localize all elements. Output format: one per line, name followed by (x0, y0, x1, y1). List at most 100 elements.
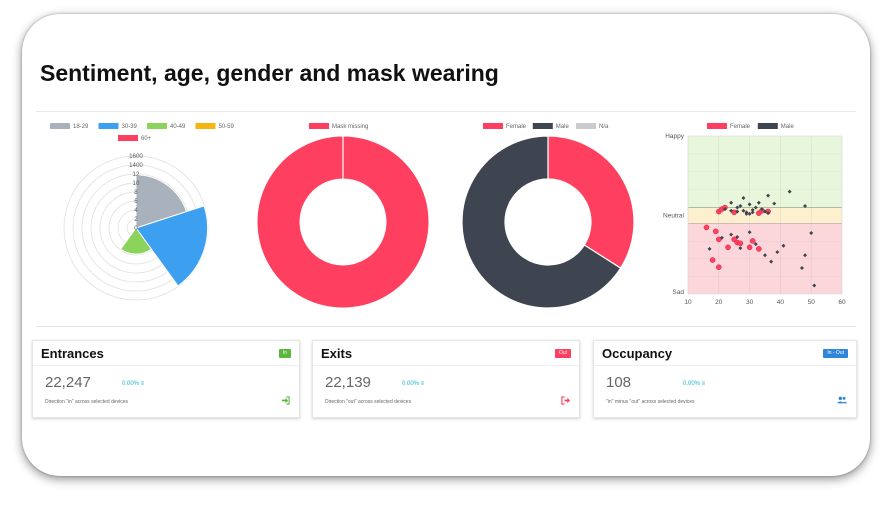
mask-doughnut-chart: Mask missing (256, 123, 430, 309)
tick-label: 0 (134, 225, 138, 232)
scatter-point-male (753, 242, 758, 247)
users-icon (837, 396, 847, 406)
scatter-point-male (750, 210, 755, 215)
scatter-point-female (712, 228, 719, 235)
tick-label: 1600 (129, 153, 143, 160)
legend-label: 60+ (141, 136, 152, 142)
scatter-point-female (737, 240, 744, 247)
legend-swatch-mask-missing (309, 123, 329, 129)
page-title: Sentiment, age, gender and mask wearing (40, 60, 499, 86)
x-tick-label: 20 (715, 299, 723, 306)
scatter-point-female (716, 264, 722, 270)
scatter-point-male (809, 231, 814, 235)
legend-swatch-60- (118, 135, 138, 141)
scatter-point-male (729, 200, 734, 205)
legend-swatch-male (757, 123, 778, 129)
scatter-point-male (787, 189, 792, 194)
scatter-point-female (716, 236, 722, 243)
divider (36, 111, 856, 112)
exits-value: 22,139 (325, 374, 371, 391)
occupancy-value: 108 (606, 374, 632, 391)
scatter-point-female (746, 244, 753, 251)
entrances-value: 22,247 (45, 374, 91, 391)
scatter-point-female (709, 257, 716, 263)
legend-label: Female (506, 124, 527, 130)
tick-label: 6 (134, 198, 138, 205)
scatter-point-male (741, 208, 746, 213)
occupancy-card: Occupancy In - Out 108 0.00% ≡ "in" minu… (593, 340, 857, 418)
doughnut-slice-female (547, 135, 635, 269)
x-tick-label: 40 (777, 299, 785, 306)
tick-label: 2 (134, 216, 138, 223)
legend-label: 30-39 (122, 124, 138, 130)
exits-card: Exits Out 22,139 0.00% ≡ Direction "out"… (312, 340, 580, 418)
scatter-point-male (719, 235, 724, 240)
legend-label: Male (556, 124, 570, 130)
card-divider (594, 365, 856, 366)
polar-slice-40-49 (119, 227, 153, 255)
exits-percent: 0.00% ≡ (402, 381, 425, 387)
scatter-point-male (763, 253, 767, 258)
out-badge: Out (554, 349, 571, 358)
polar-slice-18-29 (135, 174, 188, 229)
occupancy-percent: 0.00% ≡ (683, 381, 706, 387)
scatter-point-male (707, 246, 712, 251)
age-polar-chart: 18-29 30-39 40-49 50-59 60+ 1600 1400 12 10 8 6 4 2 0 (50, 123, 235, 301)
legend-label: 50-59 (219, 124, 235, 130)
neutral-band (688, 207, 842, 224)
y-label-sad: Sad (672, 289, 684, 296)
sign-out-icon (561, 396, 570, 407)
divider (36, 326, 856, 327)
legend-label: 18-29 (73, 124, 89, 130)
legend-swatch-50-59 (195, 123, 216, 129)
legend-label: Male (781, 124, 795, 130)
scatter-point-female (703, 224, 710, 231)
legend-label: 40-49 (170, 124, 186, 130)
scatter-point-male (775, 250, 780, 255)
card-title: Occupancy (602, 346, 673, 361)
scatter-point-female (756, 246, 762, 252)
scatter-point-male (729, 208, 734, 213)
legend-swatch-female (707, 123, 727, 129)
scatter-point-male (763, 209, 767, 214)
polar-slice-30-39 (135, 205, 209, 287)
x-tick-label: 10 (684, 299, 692, 306)
legend-swatch-female (483, 123, 503, 129)
scatter-point-male (772, 201, 777, 206)
tick-label: 8 (134, 189, 138, 196)
sign-in-icon (281, 396, 290, 407)
entrances-percent: 0.00% ≡ (122, 381, 145, 387)
entrances-description: Direction "in" across selected devices (45, 399, 129, 405)
in-badge: In (278, 349, 291, 358)
legend-label: Mask missing (332, 124, 368, 130)
doughnut-slice-mask-missing (256, 135, 430, 309)
legend-swatch-18-29 (50, 123, 70, 129)
legend-label: N/a (599, 124, 609, 130)
gender-doughnut-chart: Female Male N/a (461, 123, 635, 309)
scatter-point-male (753, 205, 758, 210)
legend-swatch-40-49 (147, 123, 167, 129)
x-tick-label: 50 (808, 299, 816, 306)
scatter-point-female (725, 244, 731, 251)
scatter-point-male (750, 207, 755, 212)
legend-label: Female (730, 124, 751, 130)
scatter-point-male (735, 205, 740, 210)
sentiment-scatter-chart: Female Male 10 20 30 40 50 60 Happy Neutral Sad (663, 123, 846, 306)
x-tick-label: 60 (838, 299, 846, 306)
tick-label: 12 (133, 171, 140, 178)
entrances-card: Entrances In 22,247 0.00% ≡ Direction "i… (32, 340, 300, 418)
exits-description: Direction "out" across selected devices (325, 399, 412, 405)
happy-band (688, 136, 842, 208)
scatter-point-male (729, 232, 734, 237)
in-out-badge: In - Out (823, 349, 848, 358)
plot-border (687, 135, 843, 295)
card-divider (313, 365, 579, 366)
y-label-neutral: Neutral (663, 213, 685, 220)
x-tick-label: 30 (746, 299, 754, 306)
polar-slice-50-59 (133, 226, 137, 231)
scatter-point-male (741, 196, 746, 200)
card-divider (33, 365, 299, 366)
scatter-point-male (738, 246, 743, 251)
tick-label: 4 (134, 207, 138, 214)
occupancy-description: "in" minus "out" across selected devices (606, 399, 695, 405)
